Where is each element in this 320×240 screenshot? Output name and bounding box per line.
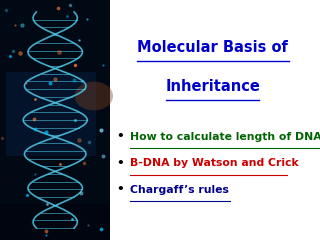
Bar xyxy=(0,0,110,240)
Bar xyxy=(6,72,96,156)
Text: •: • xyxy=(116,183,124,196)
Text: Inheritance: Inheritance xyxy=(165,79,260,94)
Text: •: • xyxy=(116,130,124,143)
Circle shape xyxy=(75,82,113,110)
Text: How to calculate length of DNA?: How to calculate length of DNA? xyxy=(130,132,320,142)
Bar xyxy=(0,204,110,240)
Text: •: • xyxy=(116,157,124,170)
Text: B-DNA by Watson and Crick: B-DNA by Watson and Crick xyxy=(130,158,298,168)
Text: Molecular Basis of: Molecular Basis of xyxy=(137,41,288,55)
Text: Chargaff’s rules: Chargaff’s rules xyxy=(130,185,228,195)
